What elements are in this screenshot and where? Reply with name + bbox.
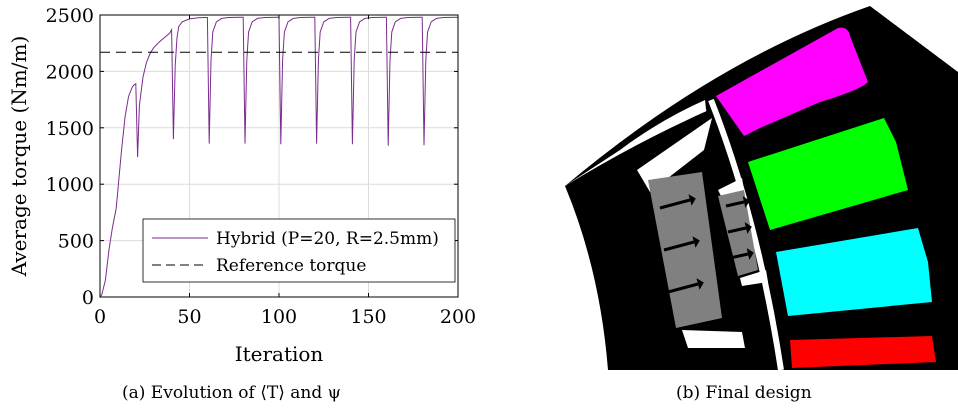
magnetization-arrows — [659, 194, 754, 294]
magnetization-arrow-icon — [729, 248, 754, 260]
x-tick-label: 0 — [94, 306, 106, 328]
magnetization-arrow-icon — [663, 236, 700, 252]
chart-legend: Hybrid (P=20, R=2.5mm) Reference torque — [142, 218, 456, 283]
magnetization-arrow-icon — [659, 194, 696, 210]
magnetization-arrow-icon — [667, 278, 704, 294]
coil-phase-1 — [716, 27, 868, 137]
y-tick-label: 500 — [58, 231, 94, 253]
x-tick-label: 50 — [177, 306, 201, 328]
final-design-figure — [565, 6, 958, 371]
rotor-slot-top — [637, 118, 712, 192]
chart-series — [99, 16, 459, 298]
caption-b: (b) Final design — [676, 383, 812, 403]
y-tick-label: 2500 — [46, 5, 94, 27]
rotor-slot-bottom — [682, 330, 745, 348]
legend-box — [142, 218, 456, 283]
caption-a: (a) Evolution of ⟨T⟩ and ψ — [122, 383, 341, 403]
coil-phase-3 — [776, 228, 932, 316]
coil-phase-2 — [748, 118, 908, 230]
rotor-slot-small-bottom — [740, 270, 768, 286]
x-tick-label: 150 — [350, 306, 386, 328]
y-axis-label: Average torque (Nm/m) — [7, 36, 31, 278]
magnetization-arrow-icon — [725, 196, 750, 208]
y-tick-label: 1000 — [46, 174, 94, 196]
x-axis-label: Iteration — [235, 342, 324, 366]
x-tick-label: 100 — [261, 306, 297, 328]
x-tick-label: 200 — [440, 306, 476, 328]
legend-hybrid-label: Hybrid (P=20, R=2.5mm) — [216, 229, 439, 249]
rotor-slot-small-top — [718, 178, 744, 198]
y-tick-label: 0 — [82, 287, 94, 309]
series-line-0 — [99, 16, 459, 298]
y-tick-label: 2000 — [46, 61, 94, 83]
y-tick-label: 1500 — [46, 118, 94, 140]
legend-reference-label: Reference torque — [216, 256, 366, 276]
magnetization-arrow-icon — [727, 222, 752, 234]
coil-phase-4 — [790, 336, 936, 368]
magnet-large — [648, 172, 722, 328]
air-gap — [708, 98, 784, 371]
